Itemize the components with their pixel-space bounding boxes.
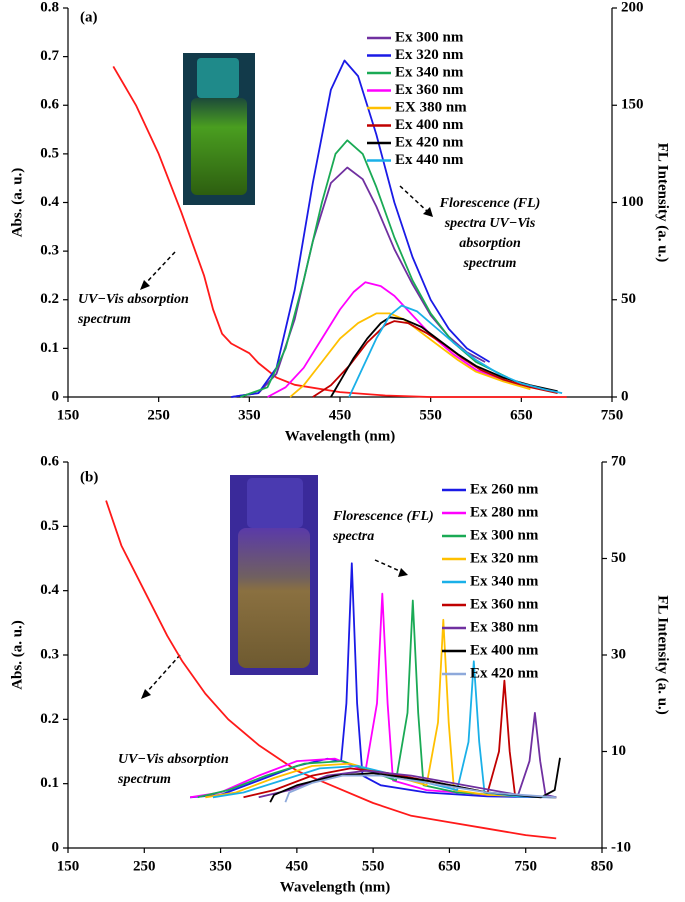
legend-label: Ex 420 nm	[470, 665, 539, 681]
y-axis-title: Abs. (a. u.)	[9, 168, 25, 238]
y2-tick-label: 10	[611, 743, 626, 759]
x-tick-label: 550	[362, 858, 385, 874]
x-tick-label: 350	[209, 858, 232, 874]
legend-label: Ex 380 nm	[470, 619, 539, 635]
y2-tick-label: 30	[611, 646, 626, 662]
y-tick-label: 0.8	[40, 0, 59, 15]
y-tick-label: 0	[52, 839, 60, 855]
series-line	[112, 65, 567, 398]
y-axis-title: Abs. (a. u.)	[9, 620, 25, 690]
legend-label: Ex 320 nm	[395, 47, 464, 63]
annotation: UV−Vis absorption	[118, 752, 229, 767]
legend-label: EX 380 nm	[395, 99, 467, 115]
legend-label: Ex 420 nm	[395, 134, 464, 150]
annotation: spectra UV−Vis	[444, 216, 536, 231]
x-tick-label: 650	[510, 407, 533, 423]
legend-label: Ex 320 nm	[470, 550, 539, 566]
series-line	[239, 139, 509, 398]
y-tick-label: 0.6	[40, 453, 59, 469]
x-tick-label: 150	[57, 858, 80, 874]
inset-photo-a	[183, 53, 255, 205]
annotation: spectrum	[463, 256, 517, 271]
legend-label: Ex 400 nm	[470, 642, 539, 658]
annotation: Florescence (FL)	[439, 196, 541, 211]
x-tick-label: 350	[238, 407, 261, 423]
annotation: absorption	[459, 236, 521, 251]
series-line	[205, 618, 557, 799]
series-line	[105, 500, 557, 840]
x-axis-title: Wavelength (nm)	[285, 428, 395, 444]
series-line	[269, 757, 561, 803]
y2-tick-label: -10	[611, 839, 631, 855]
series-line	[348, 304, 563, 398]
y-tick-label: 0.3	[40, 646, 59, 662]
y2-tick-label: 200	[621, 0, 644, 15]
x-axis-title: Wavelength (nm)	[280, 879, 390, 895]
legend-label: Ex 340 nm	[395, 64, 464, 80]
y-tick-label: 0.5	[40, 518, 59, 534]
y2-tick-label: 150	[621, 97, 644, 113]
annotation: spectra	[332, 529, 374, 544]
x-tick-label: 250	[147, 407, 170, 423]
annotation-arrows	[140, 185, 433, 699]
y-tick-label: 0.4	[40, 582, 59, 598]
inset-photo-b	[230, 475, 318, 675]
x-tick-label: 450	[329, 407, 352, 423]
y-tick-label: 0.4	[40, 194, 59, 210]
legend-label: Ex 440 nm	[395, 152, 464, 168]
annotation: spectrum	[117, 772, 171, 787]
legend-label: Ex 300 nm	[470, 527, 539, 543]
annotation: UV−Vis absorption	[78, 292, 189, 307]
y2-tick-label: 50	[611, 550, 626, 566]
x-tick-label: 850	[591, 858, 614, 874]
legend-label: Ex 340 nm	[470, 573, 539, 589]
y-tick-label: 0.2	[40, 711, 59, 727]
y-tick-label: 0.1	[40, 775, 59, 791]
panel-label: (a)	[80, 9, 98, 25]
series-line	[243, 679, 557, 799]
y-tick-label: 0.5	[40, 145, 59, 161]
legend-label: Ex 360 nm	[470, 596, 539, 612]
y2-axis-title: FL Intensity (a. u.)	[655, 143, 671, 263]
x-tick-label: 150	[57, 407, 80, 423]
legend-label: Ex 300 nm	[395, 29, 464, 45]
annotation: spectrum	[77, 312, 131, 327]
x-tick-label: 650	[438, 858, 461, 874]
y2-tick-label: 50	[621, 291, 636, 307]
x-tick-label: 550	[419, 407, 442, 423]
x-tick-label: 750	[514, 858, 537, 874]
y2-tick-label: 70	[611, 453, 626, 469]
y-tick-label: 0.1	[40, 340, 59, 356]
y-tick-label: 0.7	[40, 48, 59, 64]
series-line	[231, 59, 491, 398]
series-line	[189, 592, 557, 799]
legend-label: Ex 400 nm	[395, 117, 464, 133]
series-line	[284, 774, 557, 803]
x-tick-label: 250	[133, 858, 156, 874]
panel-label: (b)	[80, 469, 98, 485]
y2-tick-label: 0	[621, 388, 629, 404]
legend-label: Ex 360 nm	[395, 82, 464, 98]
y-tick-label: 0.2	[40, 291, 59, 307]
y2-tick-label: 100	[621, 194, 644, 210]
series-line	[330, 316, 558, 398]
series-line	[289, 312, 531, 398]
x-tick-label: 750	[601, 407, 624, 423]
legend-label: Ex 280 nm	[470, 504, 539, 520]
x-tick-label: 450	[286, 858, 309, 874]
legend-label: Ex 260 nm	[470, 481, 539, 497]
series-line	[267, 281, 522, 398]
y-tick-label: 0.6	[40, 97, 59, 113]
annotation: Florescence (FL)	[332, 509, 434, 524]
series-line	[190, 562, 557, 799]
y2-axis-title: FL Intensity (a. u.)	[655, 595, 671, 715]
y-tick-label: 0.3	[40, 243, 59, 259]
series-line	[197, 599, 557, 799]
y-tick-label: 0	[52, 388, 60, 404]
